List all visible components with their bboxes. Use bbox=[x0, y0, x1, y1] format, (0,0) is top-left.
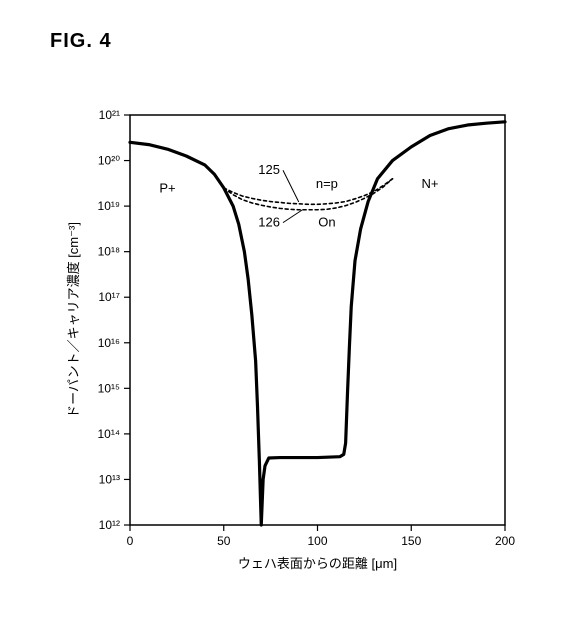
y-tick-label: 10¹⁷ bbox=[98, 290, 120, 304]
annotation-n-plus: N+ bbox=[422, 176, 439, 191]
y-axis-label: ドーパント／キャリア濃度 [cm⁻³] bbox=[66, 222, 81, 418]
y-tick-label: 10¹⁴ bbox=[98, 427, 121, 441]
annotation-on: On bbox=[318, 215, 335, 230]
x-axis-label: ウェハ表面からの距離 [μm] bbox=[238, 556, 397, 571]
y-tick-label: 10¹² bbox=[99, 518, 120, 532]
y-tick-label: 10¹⁶ bbox=[98, 336, 120, 350]
annotation-126-text: 126 bbox=[258, 215, 280, 230]
annotation-n-equals-p: n=p bbox=[316, 176, 338, 191]
concentration-chart: 0 50 100 150 200 10¹² 10¹³ 10¹⁴ 10¹⁵ 10¹⁶ 10¹⁷ 10¹⁸… bbox=[60, 100, 520, 580]
y-tick-label: 10¹⁸ bbox=[98, 245, 120, 259]
y-tick-label: 10¹⁹ bbox=[98, 199, 120, 213]
y-tick-label: 10¹³ bbox=[99, 472, 120, 486]
y-tick-label: 10²⁰ bbox=[98, 154, 120, 168]
x-tick-label: 100 bbox=[307, 534, 327, 548]
x-tick-label: 0 bbox=[127, 534, 134, 548]
figure-label: FIG. 4 bbox=[50, 30, 112, 53]
x-tick-label: 50 bbox=[217, 534, 231, 548]
x-tick-label: 200 bbox=[495, 534, 515, 548]
y-tick-label: 10¹⁵ bbox=[98, 381, 120, 395]
annotation-p-plus: P+ bbox=[159, 180, 175, 195]
y-tick-label: 10²¹ bbox=[99, 108, 120, 122]
annotation-125-text: 125 bbox=[258, 162, 280, 177]
x-tick-label: 150 bbox=[401, 534, 421, 548]
